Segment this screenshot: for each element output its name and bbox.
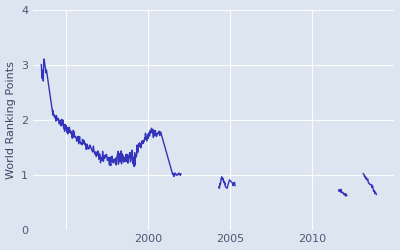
Y-axis label: World Ranking Points: World Ranking Points [6,61,16,178]
